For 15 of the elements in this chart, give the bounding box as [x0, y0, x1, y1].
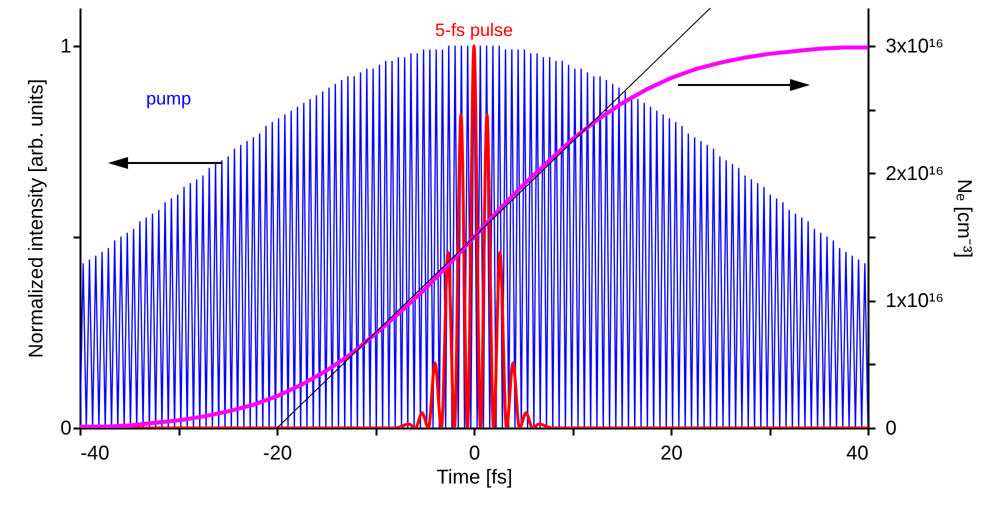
y-tick-label: 1 — [60, 36, 72, 58]
y2-tick-label: 3x10¹⁶ — [886, 36, 944, 58]
x-tick-label: -40 — [80, 442, 110, 464]
x-tick-label: 0 — [468, 442, 480, 464]
y2-tick-label: 1x10¹⁶ — [886, 290, 944, 312]
x-tick-label: 20 — [660, 442, 683, 464]
y2-tick-label: 2x10¹⁶ — [886, 162, 944, 185]
series-label: 5-fs pulse — [434, 20, 514, 40]
x-axis-title: Time [fs] — [436, 466, 512, 488]
x-tick-label: -20 — [263, 442, 292, 464]
y2-tick-label: 0 — [886, 418, 897, 440]
x-tick-label: 40 — [846, 442, 868, 464]
y-axis-title: Normalized intensity [arb. units] — [25, 78, 48, 358]
y2-axis-title: Nₑ [cm⁻³] — [952, 179, 975, 258]
text: pump — [146, 88, 192, 109]
